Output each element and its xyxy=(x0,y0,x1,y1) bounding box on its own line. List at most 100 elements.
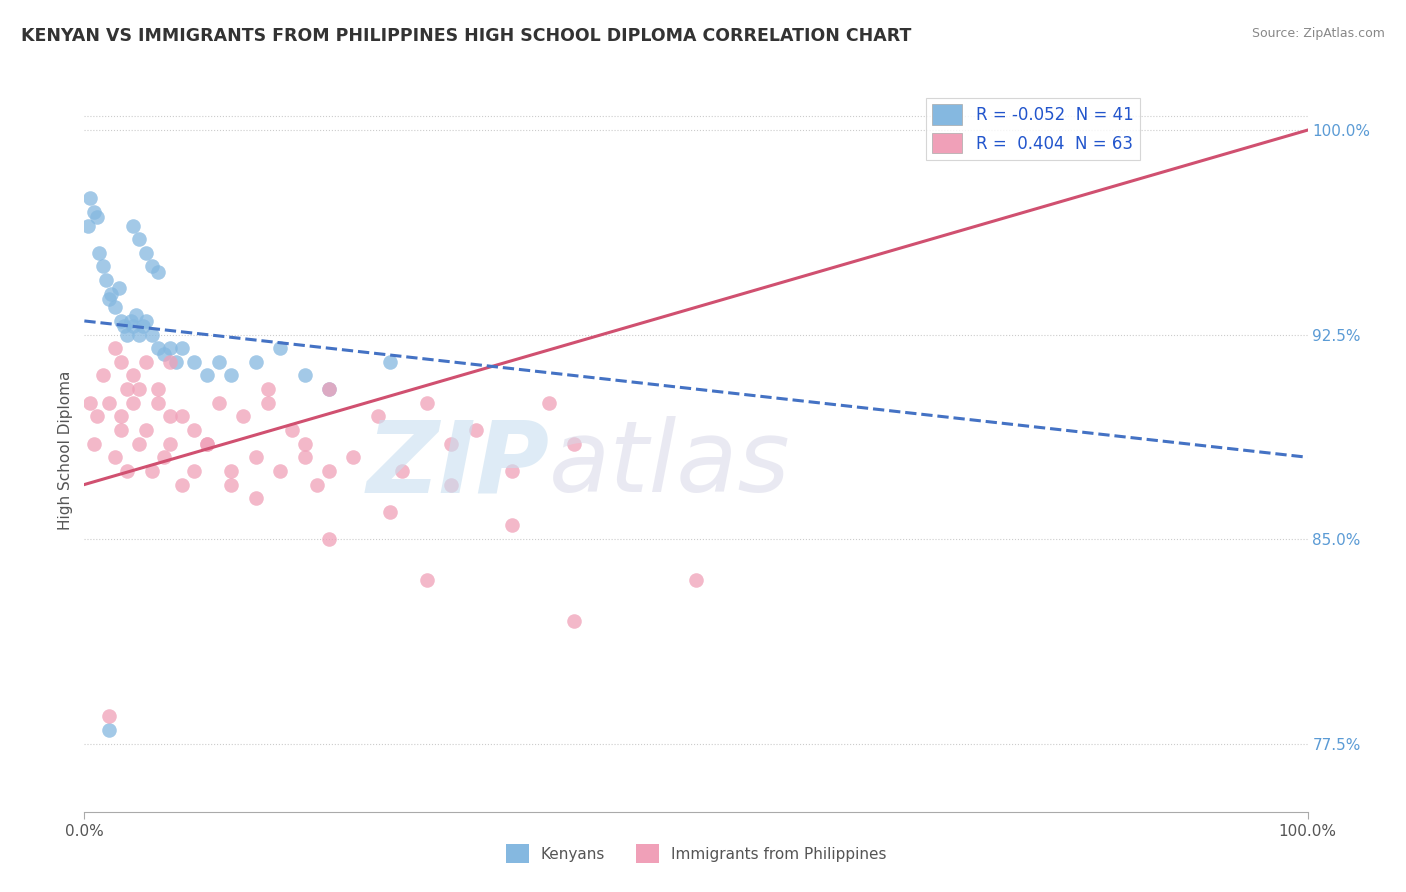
Point xyxy=(141,464,163,478)
Point xyxy=(104,341,127,355)
Text: Source: ZipAtlas.com: Source: ZipAtlas.com xyxy=(1251,27,1385,40)
Point xyxy=(110,355,132,369)
Point xyxy=(115,382,138,396)
Point xyxy=(195,368,218,383)
Point xyxy=(122,368,145,383)
Point xyxy=(257,382,280,396)
Point xyxy=(380,505,402,519)
Point xyxy=(100,286,122,301)
Point xyxy=(120,314,142,328)
Point xyxy=(440,436,463,450)
Point xyxy=(77,219,100,233)
Point xyxy=(183,423,205,437)
Point xyxy=(104,301,127,315)
Point xyxy=(232,409,254,424)
Point xyxy=(562,614,585,628)
Point xyxy=(281,423,304,437)
Point xyxy=(110,409,132,424)
Point xyxy=(153,450,176,465)
Point xyxy=(110,423,132,437)
Point xyxy=(318,382,340,396)
Point xyxy=(135,314,157,328)
Point xyxy=(159,355,181,369)
Point xyxy=(122,319,145,334)
Point xyxy=(380,355,402,369)
Point xyxy=(132,319,155,334)
Point xyxy=(153,346,176,360)
Point xyxy=(96,273,118,287)
Text: atlas: atlas xyxy=(550,417,790,514)
Point xyxy=(257,396,280,410)
Point xyxy=(165,355,187,369)
Point xyxy=(159,341,181,355)
Point xyxy=(97,723,120,737)
Point xyxy=(245,450,267,465)
Point xyxy=(112,319,135,334)
Point xyxy=(464,423,486,437)
Point xyxy=(208,355,231,369)
Point xyxy=(294,450,316,465)
Point xyxy=(245,491,267,505)
Point xyxy=(97,292,120,306)
Point xyxy=(135,423,157,437)
Point xyxy=(115,327,138,342)
Point xyxy=(107,281,129,295)
Point xyxy=(83,205,105,219)
Point xyxy=(146,341,169,355)
Point xyxy=(305,477,328,491)
Point xyxy=(502,518,524,533)
Point xyxy=(86,211,108,225)
Point xyxy=(83,436,105,450)
Point xyxy=(146,382,169,396)
Point xyxy=(159,409,181,424)
Point xyxy=(440,477,463,491)
Point xyxy=(104,450,127,465)
Text: ZIP: ZIP xyxy=(366,417,550,514)
Point xyxy=(122,219,145,233)
Point xyxy=(208,396,231,410)
Point xyxy=(294,368,316,383)
Point xyxy=(318,532,340,546)
Point xyxy=(416,396,439,410)
Point xyxy=(318,382,340,396)
Point xyxy=(269,341,291,355)
Point xyxy=(685,573,707,587)
Point xyxy=(128,436,150,450)
Point xyxy=(269,464,291,478)
Point xyxy=(219,464,242,478)
Point xyxy=(141,260,163,274)
Point xyxy=(538,396,561,410)
Point xyxy=(128,327,150,342)
Point xyxy=(502,464,524,478)
Point xyxy=(115,464,138,478)
Point xyxy=(172,341,194,355)
Point xyxy=(91,260,114,274)
Point xyxy=(79,396,101,410)
Point xyxy=(219,477,242,491)
Point xyxy=(294,436,316,450)
Point xyxy=(183,464,205,478)
Point xyxy=(128,382,150,396)
Point xyxy=(141,327,163,342)
Point xyxy=(318,464,340,478)
Point xyxy=(135,245,157,260)
Point xyxy=(91,368,114,383)
Point xyxy=(87,245,110,260)
Point xyxy=(86,409,108,424)
Point xyxy=(342,450,364,465)
Y-axis label: High School Diploma: High School Diploma xyxy=(58,371,73,530)
Text: KENYAN VS IMMIGRANTS FROM PHILIPPINES HIGH SCHOOL DIPLOMA CORRELATION CHART: KENYAN VS IMMIGRANTS FROM PHILIPPINES HI… xyxy=(21,27,911,45)
Point xyxy=(79,191,101,205)
Point xyxy=(172,477,194,491)
Point xyxy=(135,355,157,369)
Point xyxy=(245,355,267,369)
Point xyxy=(159,436,181,450)
Point xyxy=(125,309,148,323)
Point xyxy=(97,396,120,410)
Point xyxy=(122,396,145,410)
Point xyxy=(562,436,585,450)
Point xyxy=(391,464,413,478)
Point xyxy=(146,265,169,279)
Point xyxy=(367,409,389,424)
Point xyxy=(172,409,194,424)
